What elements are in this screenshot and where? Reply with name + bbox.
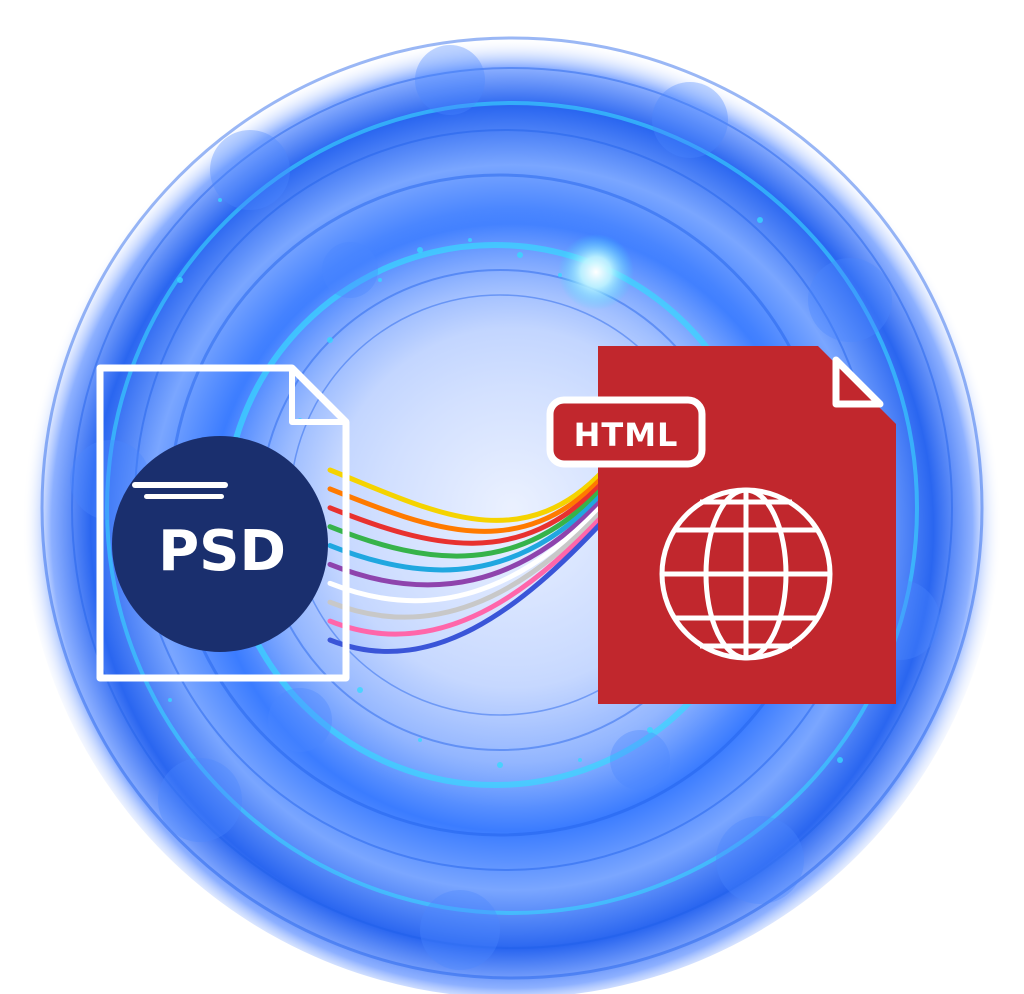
cable-strand [327, 511, 607, 637]
cable-strand [327, 473, 607, 534]
psd-label: PSD [158, 519, 286, 584]
html-tag [546, 396, 706, 468]
cable-strand [327, 517, 607, 654]
psd-badge [112, 436, 328, 652]
cable-strand [327, 495, 607, 588]
html-label: HTML [574, 416, 679, 454]
html-file-icon: HTML [546, 346, 896, 704]
cable-strand [327, 500, 607, 604]
cable-strand [327, 467, 607, 523]
cable-strand [327, 484, 607, 559]
speed-lines [132, 482, 228, 499]
html-file-fold [832, 356, 884, 408]
psd-file-fold [289, 368, 346, 425]
cable-strand [327, 478, 607, 546]
globe-icon [659, 487, 833, 661]
data-cables [327, 467, 607, 654]
lens-flare [558, 234, 634, 310]
cable-strand [327, 506, 607, 620]
psd-file-icon: PSD [96, 364, 350, 682]
cable-strand [327, 489, 607, 573]
psd-file-outline [96, 364, 350, 682]
